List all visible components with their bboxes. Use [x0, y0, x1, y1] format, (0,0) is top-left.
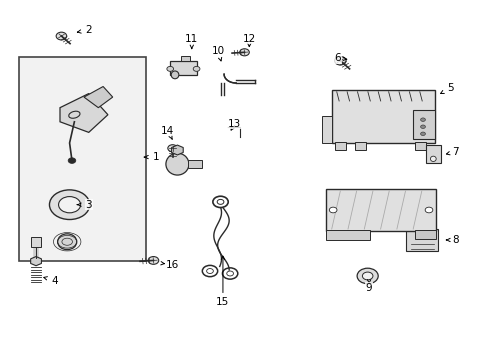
- Circle shape: [356, 268, 377, 284]
- Circle shape: [420, 132, 425, 136]
- Polygon shape: [60, 94, 108, 132]
- Text: 9: 9: [365, 283, 372, 293]
- Circle shape: [239, 49, 249, 56]
- Circle shape: [328, 207, 336, 213]
- Bar: [414, 142, 426, 150]
- Polygon shape: [31, 257, 41, 266]
- Text: 6: 6: [334, 53, 341, 63]
- Bar: [334, 142, 346, 150]
- Text: 14: 14: [161, 126, 174, 136]
- Circle shape: [68, 158, 76, 163]
- Text: 7: 7: [451, 147, 458, 157]
- Circle shape: [193, 66, 200, 71]
- Bar: [325, 189, 435, 231]
- Text: 1: 1: [152, 152, 159, 162]
- Bar: [331, 90, 434, 143]
- Circle shape: [166, 66, 173, 71]
- Ellipse shape: [429, 156, 435, 162]
- Text: 3: 3: [85, 200, 92, 210]
- Text: 15: 15: [216, 297, 229, 307]
- Ellipse shape: [58, 234, 77, 250]
- Bar: [425, 145, 440, 163]
- Bar: [414, 230, 435, 239]
- Bar: [325, 230, 369, 240]
- Polygon shape: [84, 86, 112, 108]
- Text: 4: 4: [52, 275, 59, 285]
- Circle shape: [59, 197, 81, 213]
- Circle shape: [167, 145, 177, 152]
- Circle shape: [148, 257, 159, 264]
- Circle shape: [424, 207, 432, 213]
- Ellipse shape: [165, 153, 188, 175]
- Bar: [322, 117, 331, 143]
- Bar: [354, 142, 366, 150]
- Text: 10: 10: [211, 46, 224, 56]
- Polygon shape: [171, 145, 183, 155]
- Text: 5: 5: [447, 83, 453, 93]
- Circle shape: [362, 272, 372, 280]
- Text: 2: 2: [85, 25, 92, 35]
- Bar: [19, 57, 146, 261]
- Ellipse shape: [171, 71, 179, 79]
- Circle shape: [420, 125, 425, 129]
- Circle shape: [420, 118, 425, 121]
- Bar: [31, 237, 41, 247]
- Text: 8: 8: [451, 235, 458, 245]
- Bar: [187, 160, 202, 168]
- Bar: [406, 229, 437, 251]
- Circle shape: [49, 190, 89, 220]
- Text: 11: 11: [185, 34, 198, 44]
- Text: 16: 16: [165, 260, 179, 270]
- Bar: [181, 56, 190, 62]
- Text: 12: 12: [242, 34, 255, 44]
- Text: 13: 13: [228, 118, 241, 129]
- Bar: [412, 111, 434, 139]
- Circle shape: [56, 32, 66, 40]
- Circle shape: [334, 57, 346, 65]
- Bar: [170, 62, 196, 75]
